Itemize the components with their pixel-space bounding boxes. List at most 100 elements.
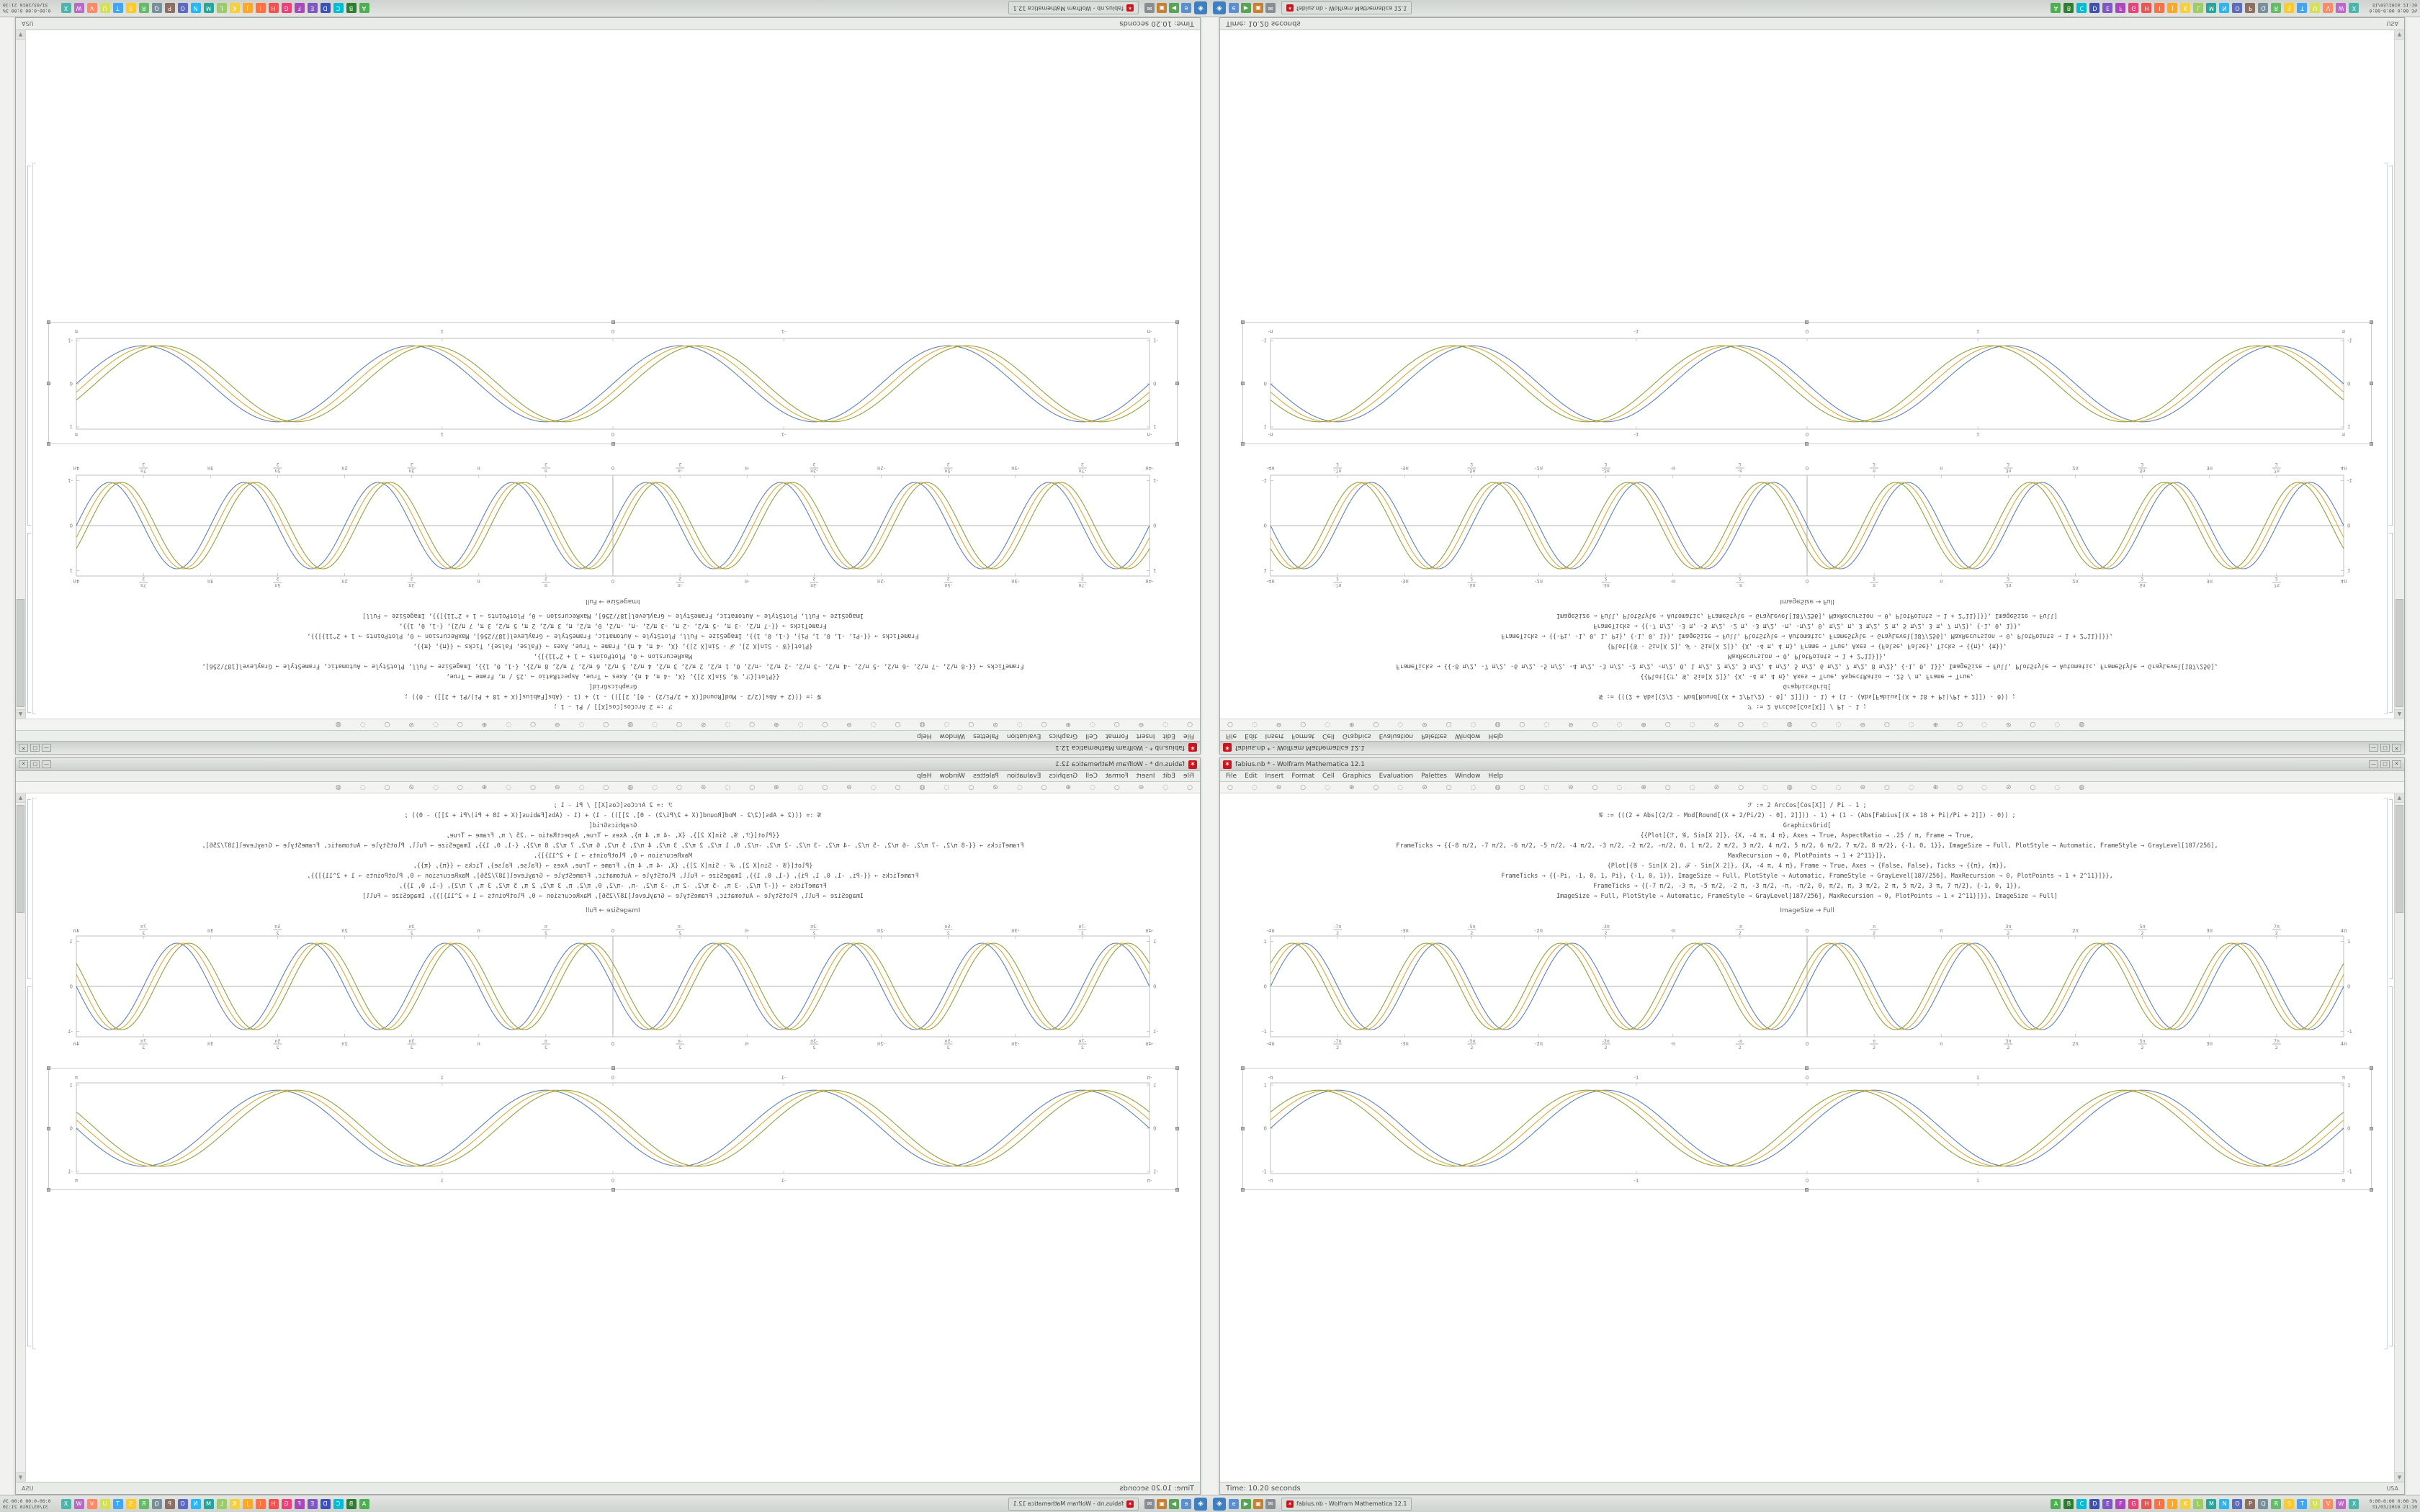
selection-handle[interactable] [1241,442,1245,446]
menu-3[interactable]: Format [1291,732,1315,739]
toolbar-icon-33[interactable]: ○ [384,721,390,729]
toolbar-icon-27[interactable]: ○ [530,721,536,729]
tray-app-21[interactable]: U [99,3,110,14]
menu-7[interactable]: Palettes [973,773,999,780]
selection-handle[interactable] [47,1127,50,1130]
tray-app-15[interactable]: O [177,3,188,14]
toolbar-icon-1[interactable]: ◌ [1251,721,1258,729]
code-line-9[interactable]: ImageSize → Full, PlotStyle → Automatic,… [1556,612,2058,619]
toolbar-icon-25[interactable]: ◌ [578,783,585,791]
toolbar-icon-8[interactable]: ⊘ [1422,721,1428,729]
selection-handle[interactable] [1175,320,1179,324]
toolbar-icon-11[interactable]: ◍ [1494,721,1501,729]
tray-app-6[interactable]: F [294,3,305,14]
toolbar-icon-7[interactable]: ◌ [1397,721,1404,729]
input-cell-bracket[interactable] [27,533,31,713]
menu-8[interactable]: Window [939,773,966,780]
tray-app-1[interactable]: A [359,3,369,14]
plot-a[interactable]: -4π-4π-7π2-7π2-3π-3π-5π2-5π2-2π-2π-3π2-3… [49,919,1177,1056]
toolbar-icon-21[interactable]: ○ [676,721,682,729]
menu-2[interactable]: Insert [1265,773,1284,780]
plot-a[interactable]: -4π-4π-7π2-7π2-3π-3π-5π2-5π2-2π-2π-3π2-3… [1243,456,2371,593]
scroll-up-icon[interactable]: ▲ [2395,709,2404,719]
toolbar-icon-5[interactable]: ⊕ [1065,721,1072,729]
tray-app-24[interactable]: X [2349,3,2360,14]
toolbar-icon-4[interactable]: ◌ [1325,721,1330,729]
toolbar-icon-10[interactable]: ◌ [944,721,950,729]
scroll-down-icon[interactable]: ▼ [2395,1472,2404,1482]
code-line-8[interactable]: FrameTicks → {{-7 π/2, -3 π, -5 π/2, -2 … [1593,883,2021,890]
menu-2[interactable]: Insert [1136,773,1155,780]
toolbar-icon-22[interactable]: ◌ [1762,721,1768,729]
menu-0[interactable]: File [1226,732,1237,739]
menu-0[interactable]: File [1183,773,1194,780]
tray-app-9[interactable]: I [255,1498,266,1509]
close-button[interactable]: ✕ [19,744,28,752]
tray-app-4[interactable]: D [320,1498,331,1509]
plot-a-container[interactable]: -4π -4π -7π 2 -7π 2 -3π -3π -5π 2 -5π 2 -2π -2π -3π 2 -3… [49,454,1177,593]
toolbar-icon-23[interactable]: ◍ [627,721,634,729]
plot-b-selected-graphic[interactable]: -π -π -1 -1 0 0 1 1 π π -1 -1 0 0 1 1 [47,1066,1179,1192]
tray-app-8[interactable]: H [2141,3,2152,14]
tray-app-12[interactable]: L [2193,3,2204,14]
toolbar-icon-30[interactable]: ○ [457,721,463,729]
toolbar-icon-2[interactable]: ⊖ [1138,721,1144,729]
minimize-button[interactable]: — [42,744,51,752]
toolbar-icon-6[interactable]: ○ [1373,721,1379,729]
tray-app-14[interactable]: N [190,1498,201,1509]
toolbar-icon-14[interactable]: ⊖ [846,721,852,729]
toolbar-icon-33[interactable]: ○ [2030,721,2036,729]
toolbar-icon-11[interactable]: ◍ [919,783,926,791]
selection-handle[interactable] [1241,382,1245,385]
selection-handle[interactable] [1175,442,1179,446]
toolbar-icon-14[interactable]: ⊖ [1568,783,1574,791]
toolbar-icon-9[interactable]: ○ [1446,783,1452,791]
tray-app-22[interactable]: V [2323,3,2334,14]
vertical-scrollbar[interactable]: ▲ ▼ [2394,793,2404,1482]
tray-app-8[interactable]: H [268,3,279,14]
plot-a[interactable]: -4π-4π-7π2-7π2-3π-3π-5π2-5π2-2π-2π-3π2-3… [49,456,1177,593]
tray-app-16[interactable]: P [2245,1498,2256,1509]
quick-launch-3[interactable]: ▣ [1157,1498,1167,1509]
tray-app-2[interactable]: B [2063,1498,2074,1509]
maximize-button[interactable]: □ [2380,760,2390,768]
tray-app-18[interactable]: R [138,3,149,14]
toolbar-icon-2[interactable]: ⊖ [1138,783,1144,791]
code-line-8[interactable]: FrameTicks → {{-7 π/2, -3 π, -5 π/2, -2 … [399,883,827,890]
toolbar-icon-29[interactable]: ⊕ [481,721,488,729]
selection-handle[interactable] [1241,1066,1245,1070]
tray-app-11[interactable]: K [2180,1498,2191,1509]
toolbar-icon-21[interactable]: ○ [1738,783,1744,791]
tray-app-3[interactable]: C [333,1498,344,1509]
code-line-0[interactable]: ℱ := 2 ArcCos[Cos[X]] / Pi - 1 ; [1747,802,1867,809]
toolbar-icon-22[interactable]: ◌ [652,783,658,791]
code-line-1[interactable]: 𝒢 := (((2 + Abs[(2/2 - Mod[Round[(X + 2/… [404,693,822,700]
code-line-5[interactable]: MaxRecursion → 0, PlotPoints → 1 + 2^11}… [533,652,693,660]
toolbar-icon-33[interactable]: ○ [384,783,390,791]
toolbar-icon-7[interactable]: ◌ [1397,783,1404,791]
toolbar-icon-20[interactable]: ⊘ [1713,721,1720,729]
quick-launch-3[interactable]: ▣ [1253,1498,1263,1509]
toolbar-icon-5[interactable]: ⊕ [1065,783,1072,791]
menu-7[interactable]: Palettes [973,732,999,739]
code-line-1[interactable]: 𝒢 := (((2 + Abs[(2/2 - Mod[Round[(X + 2/… [404,812,822,819]
tray-app-14[interactable]: N [2219,3,2230,14]
tray-app-4[interactable]: D [2089,3,2100,14]
tray-app-17[interactable]: Q [151,1498,162,1509]
toolbar-icon-0[interactable]: ○ [1227,783,1233,791]
start-button[interactable]: ◈ [1213,1,1226,15]
tray-app-1[interactable]: A [2051,3,2061,14]
menu-6[interactable]: Evaluation [1006,773,1041,780]
tray-app-13[interactable]: M [203,1498,214,1509]
quick-launch-3[interactable]: ▣ [1157,3,1167,14]
quick-launch-1[interactable]: e [1229,1498,1239,1509]
scroll-up-icon[interactable]: ▲ [16,709,25,719]
taskbar-window-button[interactable]: ✶ fabius.nb - Wolfram Mathematica 12.1 [1008,1497,1139,1511]
close-button[interactable]: ✕ [2392,760,2401,768]
tray-app-24[interactable]: X [60,3,71,14]
toolbar-icon-12[interactable]: ○ [1519,783,1525,791]
toolbar-icon-3[interactable]: ○ [1113,721,1120,729]
menu-5[interactable]: Graphics [1342,732,1371,739]
